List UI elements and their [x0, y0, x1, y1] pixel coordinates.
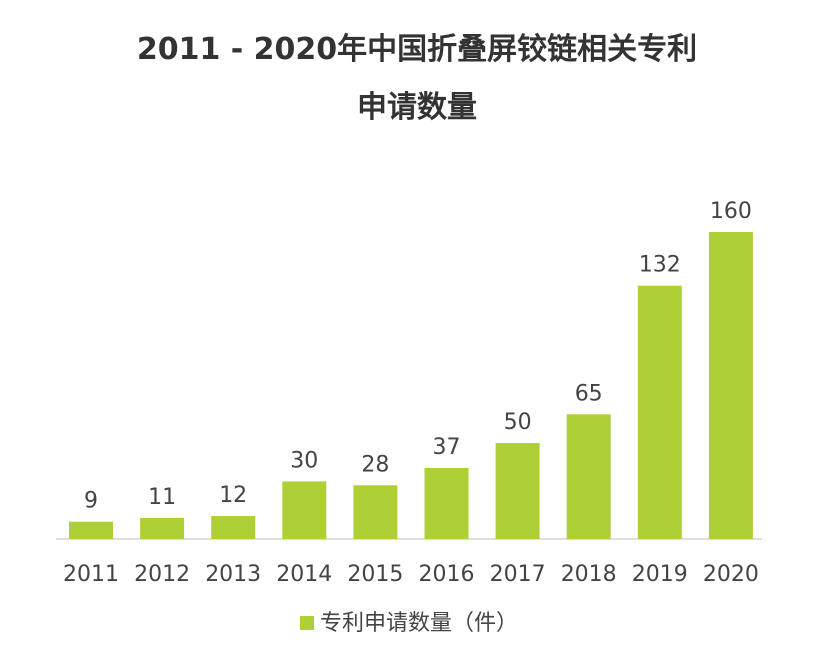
x-tick-label-2019: 2019: [632, 562, 688, 587]
x-tick-label-2020: 2020: [703, 562, 759, 587]
x-tick-label-2018: 2018: [561, 562, 617, 587]
bar-2017: [495, 443, 540, 539]
x-tick-label-2011: 2011: [63, 562, 119, 587]
bar-2014: [282, 481, 327, 539]
x-tick-label-2012: 2012: [134, 562, 190, 587]
bar-2016: [424, 468, 469, 539]
data-label-2016: 37: [433, 435, 461, 460]
data-label-2013: 12: [219, 483, 247, 508]
legend-label: 专利申请数量（件）: [320, 611, 518, 636]
bar-2015: [353, 485, 398, 539]
data-label-2011: 9: [84, 489, 98, 514]
data-label-2015: 28: [361, 452, 389, 477]
chart-title: 2011 - 2020年中国折叠屏铰链相关专利: [136, 32, 698, 67]
chart-subtitle: 申请数量: [357, 90, 477, 125]
legend-swatch: [300, 616, 314, 630]
x-tick-label-2015: 2015: [347, 562, 403, 587]
bar-2019: [637, 285, 682, 539]
bar-2011: [69, 521, 113, 539]
data-label-2017: 50: [504, 410, 532, 435]
data-label-2019: 132: [639, 253, 681, 278]
x-tick-label-2017: 2017: [490, 562, 546, 587]
x-tick-label-2016: 2016: [419, 562, 475, 587]
data-label-2018: 65: [575, 381, 603, 406]
x-tick-label-2014: 2014: [276, 562, 332, 587]
bar-2012: [140, 517, 185, 539]
data-label-2020: 160: [710, 199, 752, 224]
data-label-2012: 11: [148, 485, 176, 510]
bar-2018: [566, 414, 611, 539]
x-tick-label-2013: 2013: [205, 562, 261, 587]
bar-2020: [708, 232, 753, 539]
data-label-2014: 30: [290, 448, 318, 473]
bar-2013: [211, 516, 256, 539]
